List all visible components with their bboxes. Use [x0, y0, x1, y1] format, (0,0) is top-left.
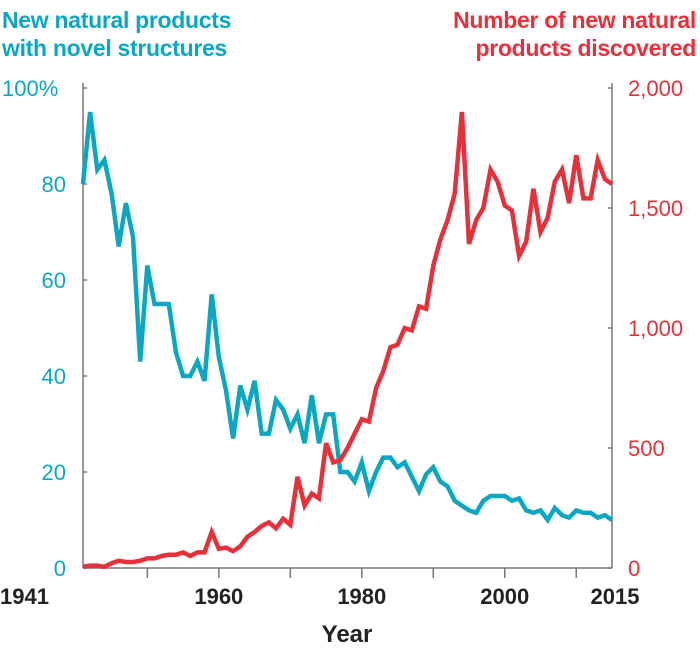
novel-structures-line: [80, 111, 614, 525]
new-products-line: [82, 111, 614, 570]
x-tick-label: 2000: [480, 584, 529, 609]
x-tick-label: 2015: [591, 584, 640, 609]
right-tick-label: 500: [628, 436, 665, 461]
right-title-line-2: products discovered: [475, 35, 696, 61]
left-tick-label: 20: [42, 460, 66, 485]
x-tick-label: 1941: [0, 584, 49, 609]
right-title-line-1: Number of new natural: [453, 7, 696, 33]
left-tick-label: 40: [42, 364, 66, 389]
left-title-line-2: with novel structures: [2, 35, 228, 61]
right-axis-title: Number of new natural products discovere…: [453, 6, 696, 62]
x-tick-label: 1960: [194, 584, 243, 609]
left-title-line-1: New natural products: [2, 7, 232, 33]
right-tick-label: 2,000: [628, 76, 683, 101]
left-tick-label: 0: [54, 556, 66, 581]
right-tick-label: 1,000: [628, 316, 683, 341]
left-tick-label: 100%: [2, 76, 58, 101]
left-tick-label: 80: [42, 172, 66, 197]
x-axis-label: Year: [322, 621, 373, 648]
x-tick-label: 1980: [337, 584, 386, 609]
right-tick-label: 0: [628, 556, 640, 581]
left-axis-title: New natural products with novel structur…: [2, 6, 231, 62]
left-tick-label: 60: [42, 268, 66, 293]
right-tick-label: 1,500: [628, 196, 683, 221]
